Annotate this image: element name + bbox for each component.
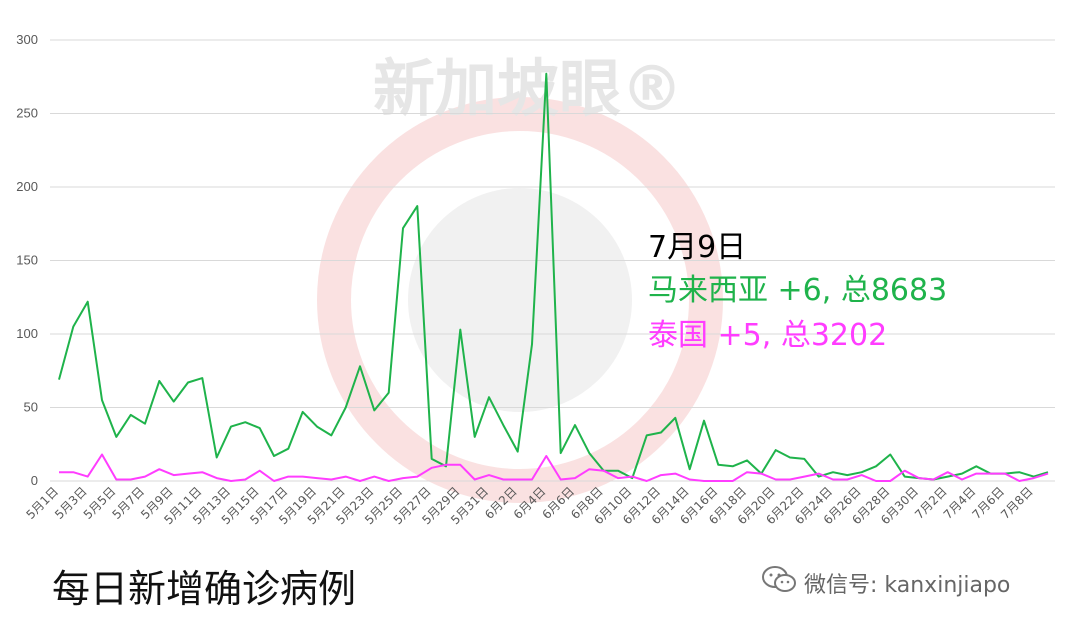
annotation-date: 7月9日 bbox=[648, 230, 747, 265]
y-tick-label: 300 bbox=[16, 32, 38, 47]
y-tick-label: 0 bbox=[31, 473, 38, 488]
chart-caption: 每日新增确诊病例 bbox=[52, 567, 357, 611]
series-group bbox=[58, 72, 1049, 482]
annotation-series2: 泰国 +5, 总3202 bbox=[648, 318, 888, 353]
x-tick-label: 7月8日 bbox=[998, 484, 1036, 522]
grid-lines bbox=[50, 39, 1055, 482]
watermark-text: 新加坡眼® bbox=[373, 52, 683, 125]
series-line-2 bbox=[59, 453, 1049, 482]
y-tick-label: 50 bbox=[24, 400, 38, 415]
y-tick-label: 200 bbox=[16, 179, 38, 194]
y-tick-label: 150 bbox=[16, 253, 38, 268]
annotation-series1: 马来西亚 +6, 总8683 bbox=[648, 273, 948, 308]
y-axis: 0 50 100 150 200 250 300 bbox=[16, 32, 38, 488]
wechat-id: 微信号: kanxinjiapo bbox=[762, 566, 1010, 600]
y-tick-label: 250 bbox=[16, 106, 38, 121]
series-line-1 bbox=[58, 72, 1049, 481]
y-tick-label: 100 bbox=[16, 326, 38, 341]
wechat-icon bbox=[762, 566, 796, 600]
wechat-label: 微信号: kanxinjiapo bbox=[804, 573, 1011, 598]
